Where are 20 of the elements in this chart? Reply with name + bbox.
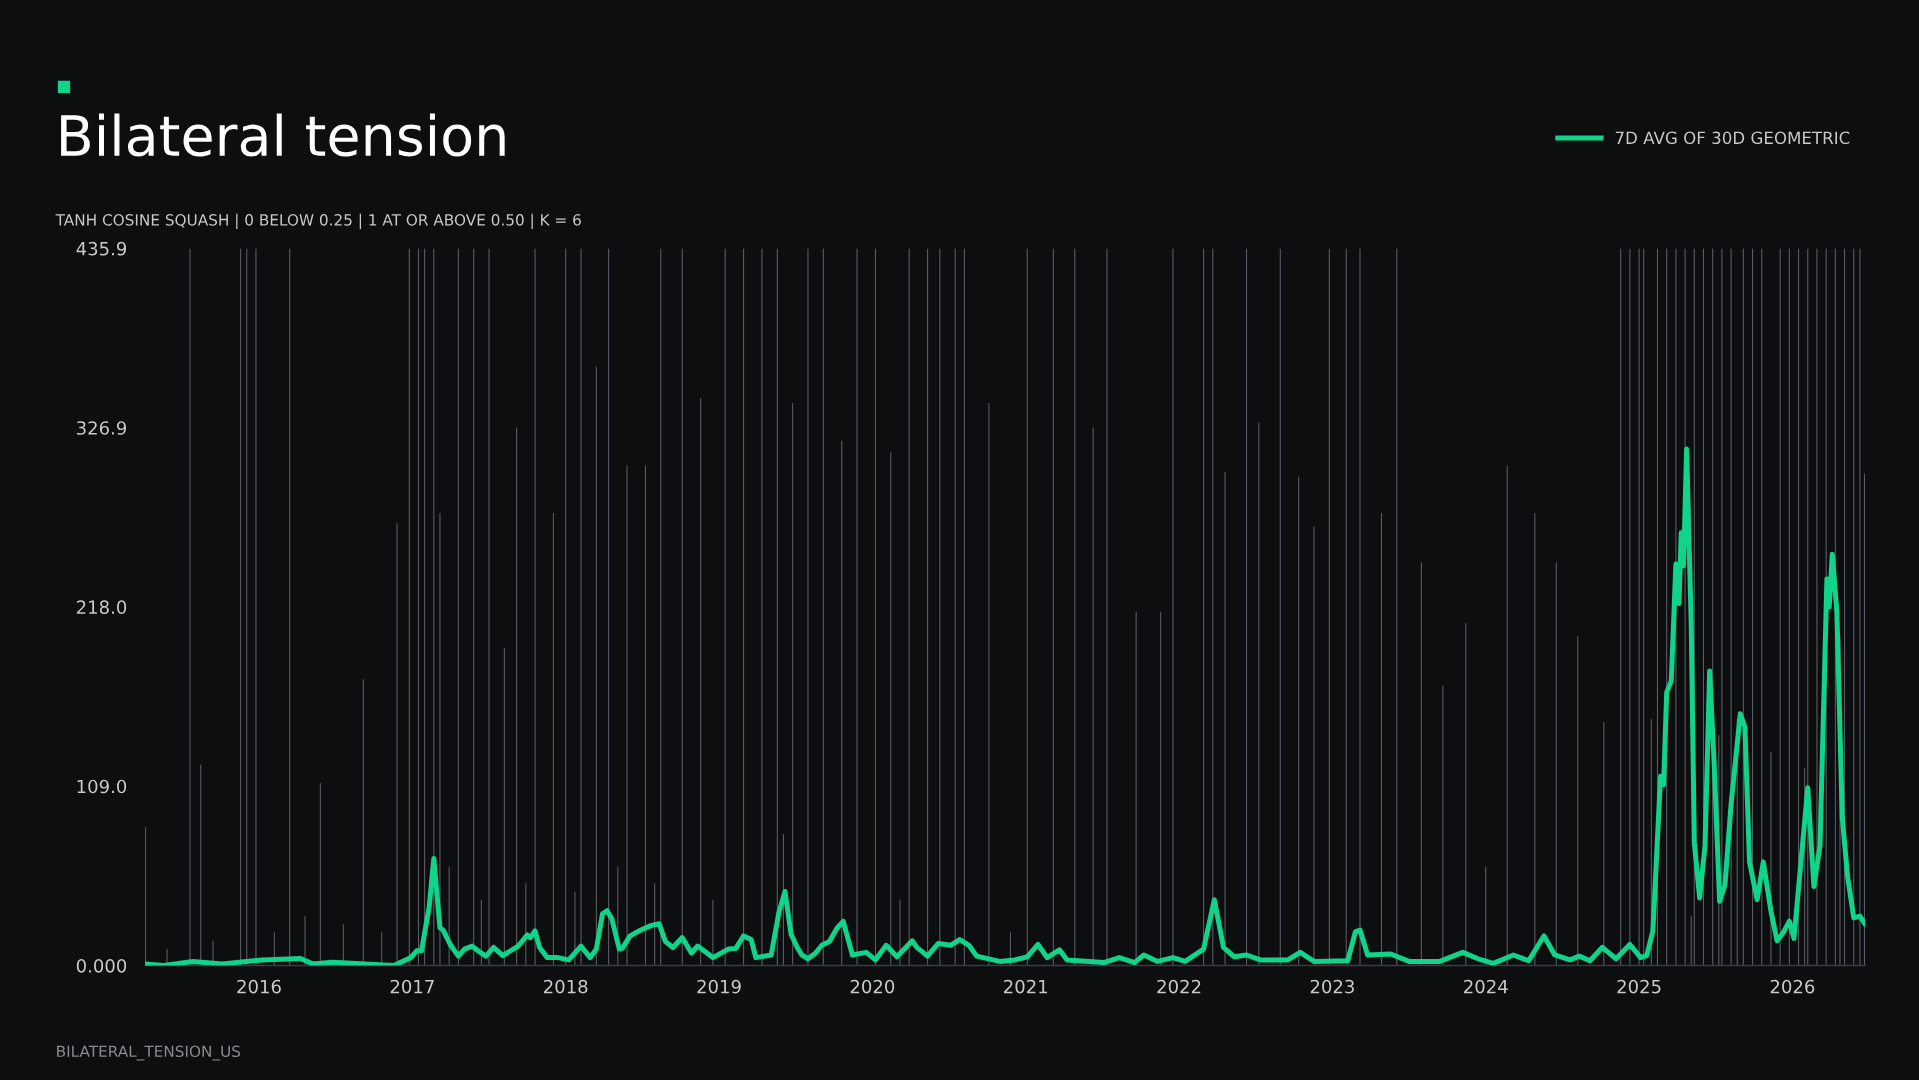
x-tick-label: 2016 [237, 979, 281, 994]
legend-label: 7D AVG OF 30D GEOMETRIC [1615, 131, 1850, 145]
y-tick-label: 218.0 [76, 600, 127, 614]
y-tick-label: 109.0 [77, 779, 127, 794]
x-tick-label: 2025 [1617, 979, 1661, 994]
x-tick-label: 2019 [697, 979, 741, 994]
x-tick-label: 2018 [544, 979, 588, 994]
text: BILATERAL_TENSION_US [57, 1045, 241, 1061]
y-tick-label: 0.000 [76, 958, 127, 973]
x-tick-label: 2026 [1770, 979, 1815, 994]
x-tick-label: 2022 [1157, 979, 1201, 994]
chart-title: Bilateral tension [61, 113, 505, 157]
x-tick-label: 2021 [1004, 979, 1048, 994]
chart-subtitle: TANH COSINE SQUASH | 0 BELOW 0.25 | 1 AT OR ABOVE 0.50 | K = 6 [55, 213, 581, 230]
x-tick-label: 2024 [1464, 979, 1508, 994]
x-tick-label: 2020 [850, 979, 895, 994]
x-tick-label: 2023 [1310, 979, 1354, 994]
y-tick-label: 326.9 [77, 421, 127, 435]
x-tick-label: 2017 [390, 979, 434, 994]
y-tick-label: 435.9 [76, 241, 127, 256]
